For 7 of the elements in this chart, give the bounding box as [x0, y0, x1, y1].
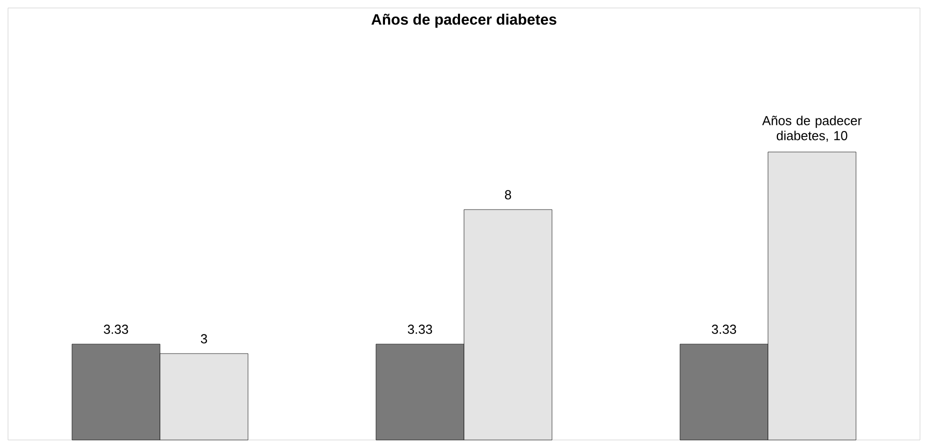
data-label: 3	[200, 334, 208, 344]
data-label: 3.33	[104, 324, 128, 334]
data-label: Años de padecer diabetes, 10	[762, 116, 862, 142]
data-label: 8	[504, 190, 512, 200]
data-label: 3.33	[712, 324, 736, 334]
chart-title: Años de padecer diabetes	[371, 14, 556, 28]
data-label: 3.33	[408, 324, 432, 334]
